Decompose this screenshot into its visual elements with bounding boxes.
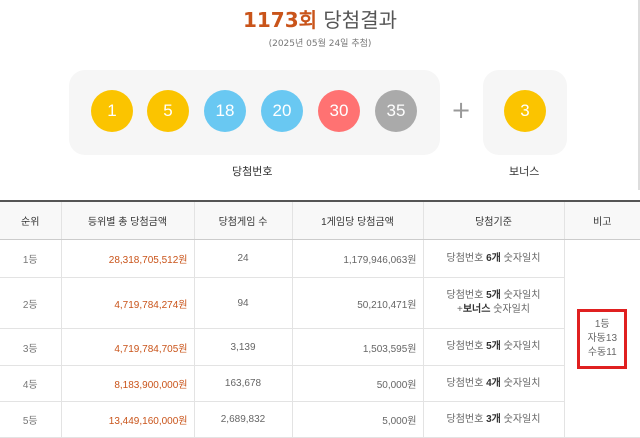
winner-count-cell: 163,678 xyxy=(193,365,292,402)
note-line: 1등 xyxy=(594,318,610,330)
criteria-cell: 당첨번호 5개 숫자일치 +보너스 숫자일치 xyxy=(422,277,564,329)
criteria-count: 5개 xyxy=(486,341,501,352)
criteria-text: 당첨번호 xyxy=(446,413,487,425)
criteria-text: 당첨번호 xyxy=(446,290,487,301)
criteria-count: 5개 xyxy=(486,290,501,301)
criteria-cell: 당첨번호 3개 숫자일치 xyxy=(422,401,564,438)
criteria-count: 6개 xyxy=(486,252,501,264)
winning-numbers-label: 당첨번호 xyxy=(232,165,273,178)
number-ball: 35 xyxy=(375,90,417,132)
winner-count-cell: 3,139 xyxy=(193,328,292,366)
bonus-label: 보너스 xyxy=(509,165,540,178)
criteria-text: 당첨번호 xyxy=(446,377,487,389)
table-row: 4등 8,183,900,000원 163,678 50,000원 당첨번호 4… xyxy=(0,365,640,402)
number-ball: 20 xyxy=(261,90,303,132)
criteria-count: 3개 xyxy=(486,413,501,425)
criteria-text: 당첨번호 xyxy=(446,341,487,352)
criteria-text: 숫자일치 xyxy=(500,341,541,352)
plus-icon: + xyxy=(451,96,472,124)
round-number: 1173회 xyxy=(242,8,318,32)
rank-cell: 1등 xyxy=(0,239,61,278)
per-game-prize-cell: 50,210,471원 xyxy=(291,277,423,329)
table-row: 3등 4,719,784,705원 3,139 1,503,595원 당첨번호 … xyxy=(0,328,640,366)
criteria-text: + xyxy=(456,304,463,315)
note-line: 수동11 xyxy=(587,346,617,358)
winner-count-cell: 2,689,832 xyxy=(193,401,292,438)
column-header: 당첨게임 수 xyxy=(193,200,292,240)
criteria-text: 숫자일치 xyxy=(500,290,541,301)
note-cell: 1등 자동13 수동11 xyxy=(563,239,640,438)
table-row: 2등 4,719,784,274원 94 50,210,471원 당첨번호 5개… xyxy=(0,277,640,329)
total-prize-cell: 4,719,784,705원 xyxy=(60,328,194,366)
number-ball: 18 xyxy=(204,90,246,132)
column-header: 등위별 총 당첨금액 xyxy=(60,200,194,240)
criteria-text: 숫자일치 xyxy=(500,252,541,264)
number-ball: 30 xyxy=(318,90,360,132)
criteria-cell: 당첨번호 4개 숫자일치 xyxy=(422,365,564,402)
criteria-count: 4개 xyxy=(486,377,501,389)
column-header: 1게임당 당첨금액 xyxy=(291,200,423,240)
criteria-text: 숫자일치 xyxy=(500,377,541,389)
per-game-prize-cell: 1,503,595원 xyxy=(291,328,423,366)
column-header: 당첨기준 xyxy=(422,200,564,240)
rank-cell: 2등 xyxy=(0,277,61,329)
winner-count-cell: 24 xyxy=(193,239,292,278)
title-text: 당첨결과 xyxy=(317,8,398,32)
divider xyxy=(638,0,640,190)
per-game-prize-cell: 5,000원 xyxy=(291,401,423,438)
criteria-text: 숫자일치 xyxy=(500,413,541,425)
total-prize-cell: 8,183,900,000원 xyxy=(60,365,194,402)
draw-date: (2025년 05월 24일 추첨) xyxy=(268,39,372,49)
per-game-prize-cell: 50,000원 xyxy=(291,365,423,402)
criteria-text: 당첨번호 xyxy=(446,252,487,264)
note-line: 자동13 xyxy=(587,332,618,344)
bonus-ball: 3 xyxy=(504,90,546,132)
criteria-cell: 당첨번호 5개 숫자일치 xyxy=(422,328,564,366)
total-prize-cell: 4,719,784,274원 xyxy=(60,277,194,329)
number-ball: 1 xyxy=(91,90,133,132)
table-header-row: 순위 등위별 총 당첨금액 당첨게임 수 1게임당 당첨금액 당첨기준 비고 xyxy=(0,200,640,240)
rank-cell: 4등 xyxy=(0,365,61,402)
table-row: 1등 28,318,705,512원 24 1,179,946,063원 당첨번… xyxy=(0,239,640,438)
page-title: 1173회 당첨결과 xyxy=(0,7,640,33)
criteria-bonus: 보너스 xyxy=(462,304,491,315)
table-row: 5등 13,449,160,000원 2,689,832 5,000원 당첨번호… xyxy=(0,401,640,438)
number-ball: 5 xyxy=(147,90,189,132)
prize-table: 순위 등위별 총 당첨금액 당첨게임 수 1게임당 당첨금액 당첨기준 비고 1… xyxy=(0,200,640,438)
per-game-prize-cell: 1,179,946,063원 xyxy=(291,239,423,278)
winner-count-cell: 94 xyxy=(193,277,292,329)
criteria-text: 숫자일치 xyxy=(490,304,531,315)
rank-cell: 3등 xyxy=(0,328,61,366)
criteria-cell: 당첨번호 6개 숫자일치 xyxy=(422,239,564,278)
column-header: 비고 xyxy=(563,200,640,240)
rank-cell: 5등 xyxy=(0,401,61,438)
note-highlight-box: 1등 자동13 수동11 xyxy=(577,308,628,369)
column-header: 순위 xyxy=(0,200,61,240)
total-prize-cell: 28,318,705,512원 xyxy=(60,239,194,278)
total-prize-cell: 13,449,160,000원 xyxy=(60,401,194,438)
